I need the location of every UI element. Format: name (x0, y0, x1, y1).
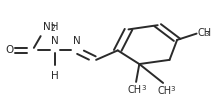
Text: H: H (51, 71, 59, 81)
Text: 3: 3 (142, 85, 146, 91)
Text: NH: NH (43, 22, 58, 32)
Text: N: N (73, 36, 81, 46)
Text: 3: 3 (171, 86, 175, 92)
Text: 2: 2 (51, 24, 56, 33)
Text: CH: CH (157, 86, 171, 96)
Text: O: O (6, 45, 14, 55)
Text: CH: CH (197, 28, 211, 38)
Text: N: N (51, 36, 59, 46)
Text: 3: 3 (204, 31, 209, 37)
Text: CH: CH (128, 85, 142, 94)
